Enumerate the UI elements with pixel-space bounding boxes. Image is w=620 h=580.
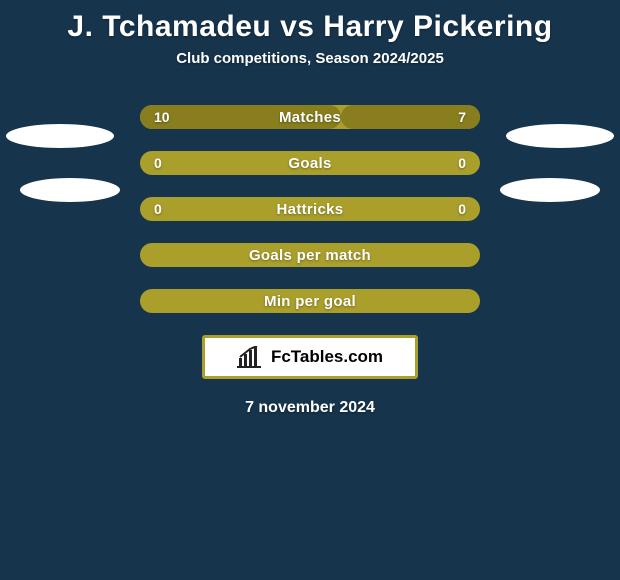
stat-left-value: 0 [154,201,162,217]
decorative-ellipse [20,178,120,202]
stat-label: Goals [288,155,331,172]
stat-left-value: 0 [154,155,162,171]
page-subtitle: Club competitions, Season 2024/2025 [0,50,620,83]
decorative-ellipse [500,178,600,202]
stat-right-value: 7 [458,109,466,125]
stat-left-value: 10 [154,109,170,125]
stat-rows: 10 7 Matches 0 0 Goals 0 0 Hattricks Goals per ma… [140,105,480,313]
date-label: 7 november 2024 [0,399,620,417]
stat-row: Goals per match [140,243,480,267]
stat-right-value: 0 [458,201,466,217]
decorative-ellipse [506,124,614,148]
stat-right-value: 0 [458,155,466,171]
stat-row: 0 0 Goals [140,151,480,175]
decorative-ellipse [6,124,114,148]
stat-label: Matches [279,109,341,126]
stat-label: Goals per match [249,247,371,264]
stat-label: Min per goal [264,293,356,310]
stat-row: 10 7 Matches [140,105,480,129]
page: J. Tchamadeu vs Harry Pickering Club com… [0,0,620,580]
comparison-area: 10 7 Matches 0 0 Goals 0 0 Hattricks Goals per ma… [0,105,620,417]
chart-icon [237,346,263,368]
page-title: J. Tchamadeu vs Harry Pickering [0,0,620,50]
source-badge-text: FcTables.com [271,347,383,367]
stat-row: 0 0 Hattricks [140,197,480,221]
stat-label: Hattricks [277,201,344,218]
source-badge: FcTables.com [202,335,418,379]
stat-row: Min per goal [140,289,480,313]
